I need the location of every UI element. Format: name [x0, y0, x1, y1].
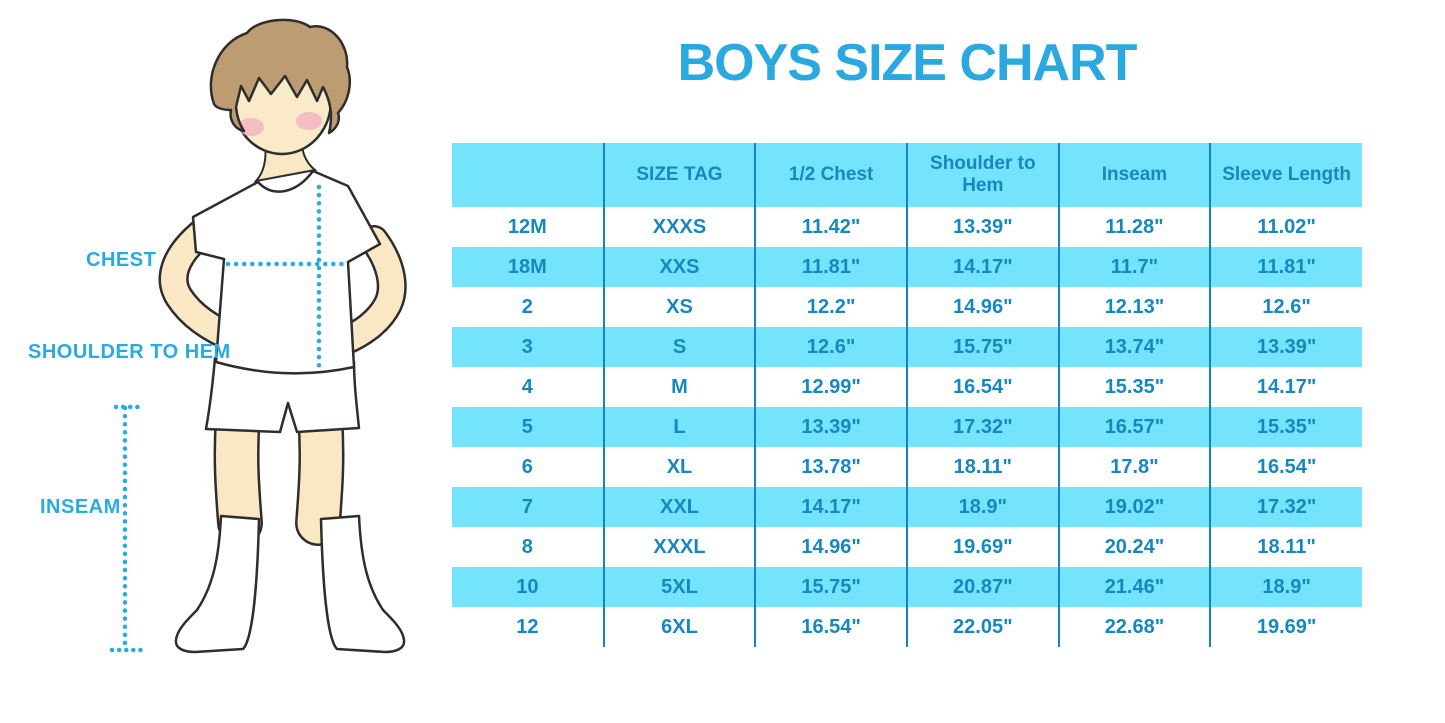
measurement-cell: 16.54": [754, 607, 907, 647]
measurement-cell: 18.9": [905, 487, 1059, 527]
chest-label: CHEST: [86, 249, 157, 271]
socks: [174, 514, 406, 654]
measurement-cell: 22.68": [1057, 607, 1211, 647]
size-cell: 12: [452, 607, 604, 647]
column-header: Shoulder to Hem: [905, 143, 1059, 207]
measurement-cell: 17.32": [1209, 487, 1362, 527]
size-cell: 5: [452, 407, 604, 447]
measurement-cell: 12.13": [1057, 287, 1211, 327]
measurement-cell: 13.39": [905, 207, 1059, 247]
measurement-cell: 11.28": [1057, 207, 1211, 247]
measurement-cell: 12.2": [754, 287, 907, 327]
measurement-cell: 14.17": [754, 487, 907, 527]
measurement-cell: 22.05": [905, 607, 1059, 647]
size-table-head-row: SIZE TAG 1/2 Chest Shoulder to Hem Inseam Sl…: [452, 143, 1362, 207]
measurement-cell: 11.81": [1209, 247, 1362, 287]
table-row: 18M XXS 11.81" 14.17" 11.7" 11.81": [452, 247, 1362, 287]
column-header: SIZE TAG: [602, 143, 756, 207]
cheek-right: [296, 112, 322, 130]
table-row: 5 L 13.39" 17.32" 16.57" 15.35": [452, 407, 1362, 447]
measurement-cell: 18.11": [905, 447, 1059, 487]
measurement-cell: L: [602, 407, 756, 447]
size-table-body: 12M XXXS 11.42" 13.39" 11.28" 11.02" 18M XXS 11.…: [452, 207, 1362, 647]
measurement-cell: 13.78": [754, 447, 907, 487]
measurement-cell: 11.02": [1209, 207, 1362, 247]
measurement-cell: 14.17": [905, 247, 1059, 287]
table-row: 10 5XL 15.75" 20.87" 21.46" 18.9": [452, 567, 1362, 607]
measurement-cell: 5XL: [602, 567, 756, 607]
measurement-cell: 17.8": [1057, 447, 1211, 487]
size-cell: 12M: [452, 207, 604, 247]
table-row: 2 XS 12.2" 14.96" 12.13" 12.6": [452, 287, 1362, 327]
size-cell: 4: [452, 367, 604, 407]
size-cell: 8: [452, 527, 604, 567]
column-header: Inseam: [1057, 143, 1211, 207]
size-cell: 2: [452, 287, 604, 327]
column-header: Sleeve Length: [1209, 143, 1362, 207]
measurement-cell: 11.81": [754, 247, 907, 287]
table-row: 8 XXXL 14.96" 19.69" 20.24" 18.11": [452, 527, 1362, 567]
measurement-cell: 18.11": [1209, 527, 1362, 567]
measurement-cell: 19.02": [1057, 487, 1211, 527]
measurement-cell: 18.9": [1209, 567, 1362, 607]
measurement-cell: 14.96": [905, 287, 1059, 327]
column-header: [452, 143, 604, 207]
measurement-cell: 21.46": [1057, 567, 1211, 607]
measurement-cell: 20.87": [905, 567, 1059, 607]
table-row: 12M XXXS 11.42" 13.39" 11.28" 11.02": [452, 207, 1362, 247]
measurement-cell: 6XL: [602, 607, 756, 647]
table-row: 4 M 12.99" 16.54" 15.35" 14.17": [452, 367, 1362, 407]
size-cell: 18M: [452, 247, 604, 287]
measurement-cell: 13.39": [754, 407, 907, 447]
table-row: 12 6XL 16.54" 22.05" 22.68" 19.69": [452, 607, 1362, 647]
measurement-cell: XS: [602, 287, 756, 327]
measurement-cell: 12.6": [754, 327, 907, 367]
measurement-cell: 15.35": [1057, 367, 1211, 407]
measurement-cell: XXS: [602, 247, 756, 287]
measurement-cell: 15.75": [754, 567, 907, 607]
measurement-cell: 15.35": [1209, 407, 1362, 447]
column-header: 1/2 Chest: [754, 143, 907, 207]
size-table-head: SIZE TAG 1/2 Chest Shoulder to Hem Inseam Sl…: [452, 143, 1362, 207]
measurement-cell: 16.54": [1209, 447, 1362, 487]
measurement-cell: 13.39": [1209, 327, 1362, 367]
size-table: SIZE TAG 1/2 Chest Shoulder to Hem Inseam Sl…: [452, 143, 1362, 647]
hair: [209, 18, 351, 135]
measurement-cell: 16.54": [905, 367, 1059, 407]
t-shirt: [191, 169, 382, 375]
measurement-cell: 12.99": [754, 367, 907, 407]
measurement-cell: 15.75": [905, 327, 1059, 367]
measurement-cell: 19.69": [905, 527, 1059, 567]
page-title: BOYS SIZE CHART: [677, 34, 1138, 92]
measurement-cell: 11.42": [754, 207, 907, 247]
measurement-cell: 19.69": [1209, 607, 1362, 647]
size-cell: 6: [452, 447, 604, 487]
arms: [158, 217, 407, 356]
inseam-label: INSEAM: [40, 496, 121, 518]
measurement-cell: 17.32": [905, 407, 1059, 447]
size-cell: 7: [452, 487, 604, 527]
measurement-cell: 14.96": [754, 527, 907, 567]
shoulder-to-hem-label: SHOULDER TO HEM: [28, 341, 231, 363]
measurement-cell: 12.6": [1209, 287, 1362, 327]
size-cell: 3: [452, 327, 604, 367]
measurement-cell: S: [602, 327, 756, 367]
boy-illustration: [109, 18, 407, 654]
measurement-cell: XL: [602, 447, 756, 487]
measurement-cell: M: [602, 367, 756, 407]
measurement-cell: XXXS: [602, 207, 756, 247]
measurement-cell: 20.24": [1057, 527, 1211, 567]
measurement-cell: 11.7": [1057, 247, 1211, 287]
table-row: 6 XL 13.78" 18.11" 17.8" 16.54": [452, 447, 1362, 487]
table-row: 3 S 12.6" 15.75" 13.74" 13.39": [452, 327, 1362, 367]
measurement-cell: XXXL: [602, 527, 756, 567]
measurement-cell: XXL: [602, 487, 756, 527]
measurement-cell: 14.17": [1209, 367, 1362, 407]
measurement-cell: 13.74": [1057, 327, 1211, 367]
measurement-cell: 16.57": [1057, 407, 1211, 447]
size-cell: 10: [452, 567, 604, 607]
table-row: 7 XXL 14.17" 18.9" 19.02" 17.32": [452, 487, 1362, 527]
